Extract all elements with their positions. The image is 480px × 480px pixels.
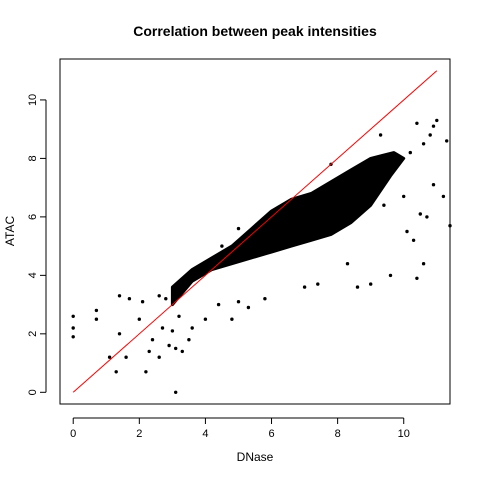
x-tick-label: 2 (136, 428, 142, 440)
scatter-point (124, 355, 128, 359)
scatter-point (230, 317, 234, 321)
scatter-point (140, 300, 145, 304)
scatter-point (94, 317, 99, 321)
scatter-point (160, 326, 165, 330)
scatter-point (187, 338, 191, 342)
scatter-point (421, 142, 426, 146)
scatter-point (147, 349, 151, 354)
scatter-point (408, 150, 412, 155)
scatter-point (263, 297, 267, 301)
scatter-point (418, 212, 422, 216)
scatter-point (190, 326, 194, 330)
scatter-point (421, 262, 426, 266)
axes: 0 2 4 6 8 10 0 2 4 6 8 10 (27, 94, 410, 440)
scatter-point (137, 317, 141, 321)
y-axis-label: ATAC (3, 216, 17, 247)
scatter-point (150, 338, 155, 342)
scatter-point (445, 139, 449, 143)
scatter-point (71, 314, 75, 318)
reference-line (72, 70, 438, 393)
scatter-point (71, 326, 75, 330)
y-tick-label: 2 (27, 331, 39, 337)
scatter-point (157, 355, 161, 359)
x-tick-label: 8 (335, 428, 341, 440)
scatter-point (117, 332, 122, 336)
scatter-point (316, 282, 320, 286)
scatter-point (170, 329, 175, 333)
scatter-point (71, 335, 75, 339)
scatter-point (127, 297, 132, 301)
scatter-point (415, 276, 419, 280)
y-tick-label: 8 (27, 155, 39, 161)
scatter-point (216, 302, 221, 307)
scatter-point (210, 259, 214, 263)
scatter-point (167, 343, 171, 348)
scatter-point (94, 308, 99, 313)
scatter-point (164, 297, 168, 301)
scatter-point (355, 285, 360, 289)
x-tick-label: 0 (70, 428, 76, 440)
x-axis-label: DNase (237, 450, 274, 464)
plot-frame (59, 58, 451, 405)
scatter-point (246, 305, 251, 310)
scatter-point (117, 294, 122, 298)
scatter-point (144, 370, 148, 374)
scatter-point (193, 273, 198, 278)
scatter-point (157, 294, 161, 298)
plot-area (59, 58, 452, 405)
scatter-point (405, 229, 409, 234)
x-tick-label: 4 (202, 428, 208, 440)
y-tick-label: 0 (27, 389, 39, 395)
scatter-point (431, 124, 436, 128)
scatter-point (378, 133, 383, 137)
scatter-point (107, 355, 112, 359)
scatter-point (180, 349, 184, 354)
y-tick-label: 6 (27, 214, 39, 220)
scatter-point (448, 224, 452, 228)
scatter-point (388, 273, 393, 278)
scatter-point (203, 317, 208, 321)
scatter-point (236, 226, 241, 231)
scatter-point (435, 118, 439, 123)
y-tick-label: 4 (27, 272, 39, 278)
scatter-point (174, 346, 178, 351)
scatter-point (345, 262, 350, 266)
scatter-point (415, 121, 419, 126)
scatter-point (402, 194, 406, 199)
chart-title: Correlation between peak intensities (133, 23, 377, 39)
scatter-point (296, 197, 300, 201)
scatter-point (428, 133, 432, 137)
x-tick-label: 10 (398, 428, 410, 440)
scatter-point (441, 194, 446, 199)
scatter-point (174, 390, 178, 394)
scatter-point (220, 244, 224, 248)
scatter-point (425, 215, 429, 219)
scatter-point (369, 282, 373, 286)
dense-point-cloud (170, 151, 406, 307)
x-tick-label: 6 (268, 428, 274, 440)
scatter-point (382, 203, 386, 207)
scatter-point (177, 314, 181, 318)
scatter-point (236, 300, 241, 304)
y-tick-label: 10 (27, 94, 39, 106)
scatter-point (431, 183, 436, 187)
scatter-point (302, 285, 307, 289)
scatter-point (114, 370, 118, 374)
scatter-point (411, 238, 416, 242)
